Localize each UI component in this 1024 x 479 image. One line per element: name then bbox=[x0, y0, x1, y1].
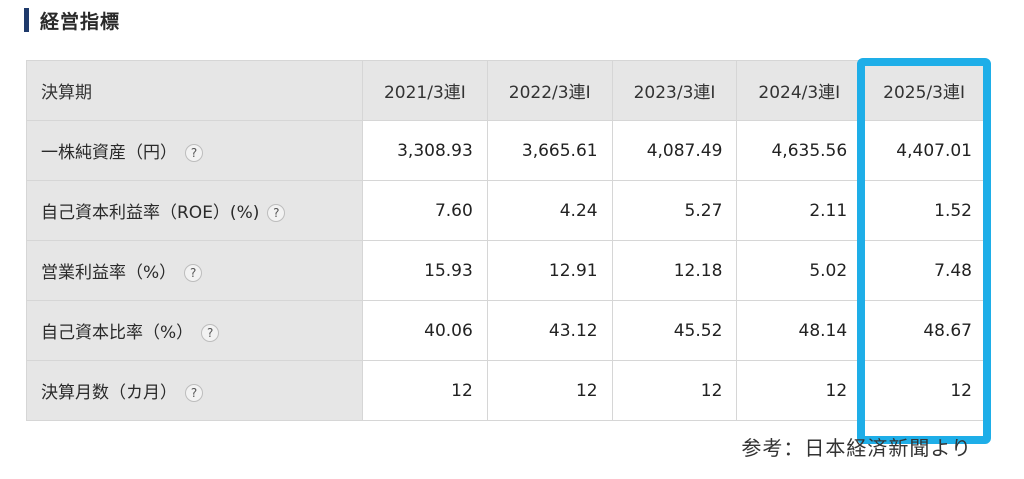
section-header: 経営指標 bbox=[24, 6, 120, 34]
table-cell: 4,635.56 bbox=[736, 120, 863, 181]
table-cell: 1.52 bbox=[861, 180, 987, 241]
period-header-2021: 2021/3連I bbox=[362, 60, 488, 121]
table-cell: 48.14 bbox=[736, 300, 863, 361]
row-label-book-value-per-share: 一株純資産（円）? bbox=[26, 120, 363, 181]
table-cell: 12 bbox=[362, 360, 488, 421]
table-cell: 12 bbox=[611, 360, 738, 421]
table-cell: 4,087.49 bbox=[611, 120, 738, 181]
table-cell: 5.27 bbox=[611, 180, 738, 241]
row-label-text: 営業利益率（%） bbox=[41, 263, 177, 283]
row-label-fiscal-months: 決算月数（カ月）? bbox=[26, 360, 363, 421]
table-cell: 7.48 bbox=[861, 240, 987, 301]
table-cell: 40.06 bbox=[362, 300, 488, 361]
table-cell: 4.24 bbox=[486, 180, 613, 241]
table-row: 決算月数（カ月）? 12 12 12 12 12 bbox=[26, 360, 987, 421]
table-cell: 4,407.01 bbox=[861, 120, 987, 181]
row-label-text: 自己資本利益率（ROE）(%) bbox=[41, 203, 260, 223]
table-cell: 2.11 bbox=[736, 180, 863, 241]
source-note: 参考：日本経済新聞より bbox=[741, 436, 972, 460]
table-row: 自己資本利益率（ROE）(%)? 7.60 4.24 5.27 2.11 1.5… bbox=[26, 180, 987, 241]
period-header-2024: 2024/3連I bbox=[736, 60, 863, 121]
question-circle-icon[interactable]: ? bbox=[185, 384, 203, 402]
table-cell: 45.52 bbox=[611, 300, 738, 361]
table-cell: 3,308.93 bbox=[362, 120, 488, 181]
row-label-text: 一株純資産（円） bbox=[41, 143, 177, 163]
question-circle-icon[interactable]: ? bbox=[185, 144, 203, 162]
management-indicators-table: 決算期 2021/3連I 2022/3連I 2023/3連I 2024/3連I … bbox=[26, 60, 987, 421]
question-circle-icon[interactable]: ? bbox=[184, 264, 203, 282]
table-cell: 3,665.61 bbox=[486, 120, 613, 181]
period-header-2022: 2022/3連I bbox=[486, 60, 613, 121]
row-label-text: 決算月数（カ月） bbox=[41, 383, 177, 403]
table-cell: 5.02 bbox=[736, 240, 863, 301]
question-circle-icon[interactable]: ? bbox=[201, 324, 220, 342]
section-title: 経営指標 bbox=[40, 10, 121, 33]
table-cell: 12 bbox=[486, 360, 613, 421]
period-header-label: 決算期 bbox=[26, 60, 363, 121]
table-cell: 12 bbox=[736, 360, 863, 421]
table-cell: 12.91 bbox=[486, 240, 613, 301]
question-circle-icon[interactable]: ? bbox=[267, 204, 286, 222]
table-row: 一株純資産（円）? 3,308.93 3,665.61 4,087.49 4,6… bbox=[26, 120, 987, 181]
table-cell: 43.12 bbox=[486, 300, 613, 361]
period-header-2025: 2025/3連I bbox=[861, 60, 987, 121]
table-cell: 12.18 bbox=[611, 240, 738, 301]
period-header-2023: 2023/3連I bbox=[611, 60, 738, 121]
table-cell: 12 bbox=[861, 360, 987, 421]
table-row: 自己資本比率（%）? 40.06 43.12 45.52 48.14 48.67 bbox=[26, 300, 987, 361]
row-label-roe: 自己資本利益率（ROE）(%)? bbox=[26, 180, 363, 241]
row-label-operating-margin: 営業利益率（%）? bbox=[26, 240, 363, 301]
row-label-equity-ratio: 自己資本比率（%）? bbox=[26, 300, 363, 361]
section-accent-bar bbox=[24, 8, 29, 32]
table-row: 営業利益率（%）? 15.93 12.91 12.18 5.02 7.48 bbox=[26, 240, 987, 301]
table-cell: 7.60 bbox=[362, 180, 488, 241]
row-label-text: 自己資本比率（%） bbox=[41, 323, 194, 343]
table-cell: 15.93 bbox=[362, 240, 488, 301]
table-header-row: 決算期 2021/3連I 2022/3連I 2023/3連I 2024/3連I … bbox=[26, 60, 987, 121]
table-cell: 48.67 bbox=[861, 300, 987, 361]
